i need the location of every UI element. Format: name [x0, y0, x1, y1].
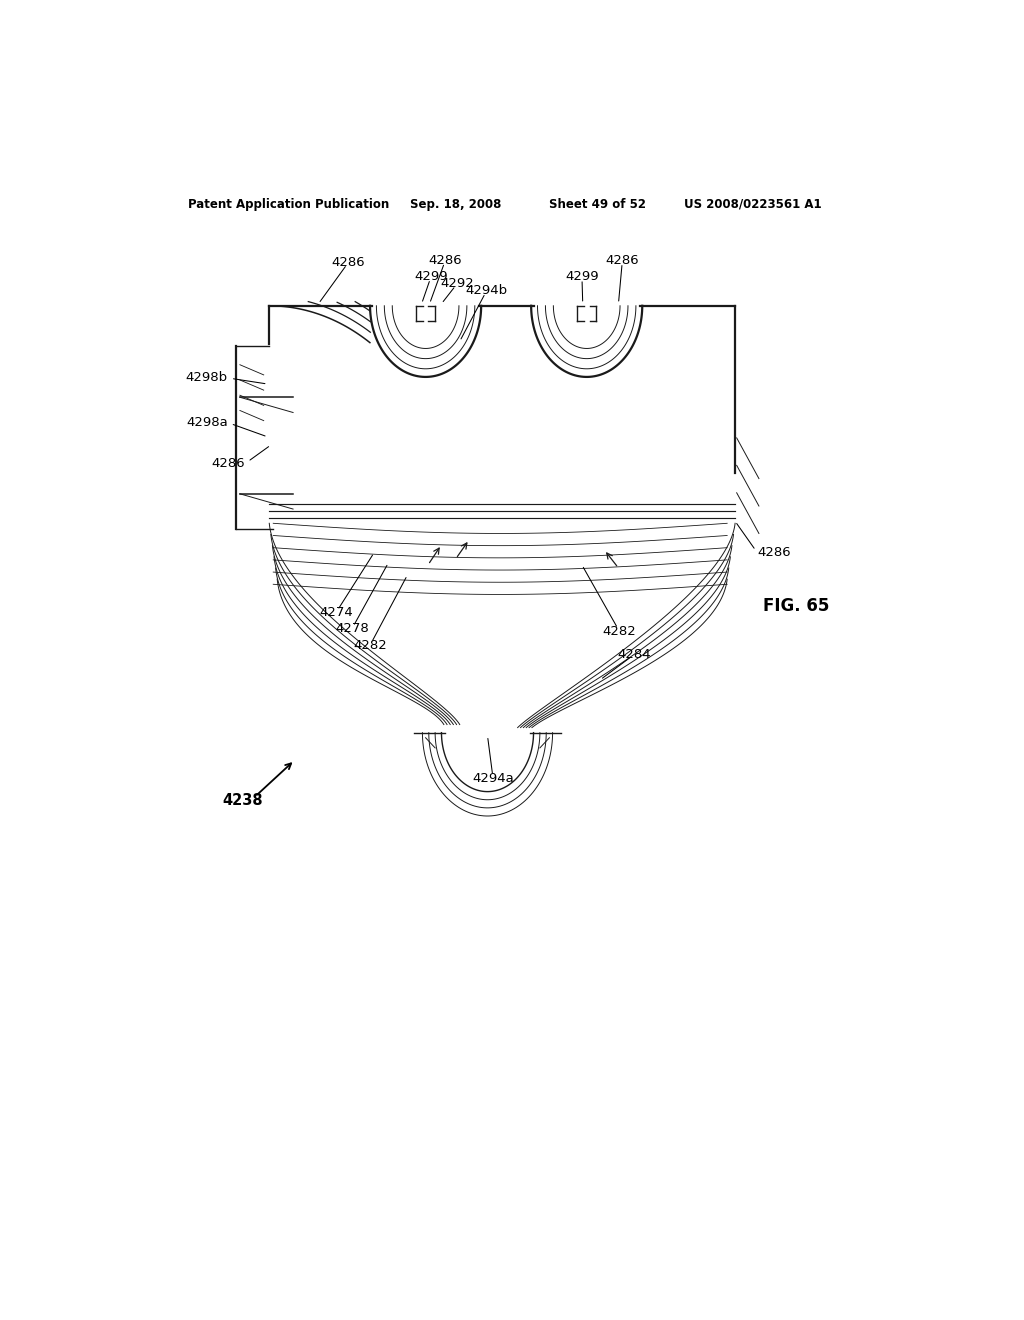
Text: Patent Application Publication: Patent Application Publication — [187, 198, 389, 211]
Text: 4298a: 4298a — [186, 416, 228, 429]
Text: 4292: 4292 — [440, 277, 474, 290]
Text: 4286: 4286 — [605, 253, 639, 267]
Text: US 2008/0223561 A1: US 2008/0223561 A1 — [684, 198, 821, 211]
Text: 4282: 4282 — [602, 624, 636, 638]
Text: Sheet 49 of 52: Sheet 49 of 52 — [549, 198, 645, 211]
Text: 4286: 4286 — [429, 253, 462, 267]
Text: FIG. 65: FIG. 65 — [763, 597, 829, 615]
Text: 4284: 4284 — [617, 648, 651, 661]
Text: 4238: 4238 — [223, 793, 263, 808]
Text: Sep. 18, 2008: Sep. 18, 2008 — [410, 198, 501, 211]
Text: 4278: 4278 — [335, 623, 369, 635]
Text: 4299: 4299 — [565, 269, 599, 282]
Text: 4294a: 4294a — [472, 772, 514, 785]
Text: 4286: 4286 — [332, 256, 366, 268]
Text: 4274: 4274 — [319, 606, 353, 619]
Text: 4294b: 4294b — [466, 284, 508, 297]
Text: 4298b: 4298b — [186, 371, 228, 384]
Text: 4299: 4299 — [415, 269, 447, 282]
Text: 4286: 4286 — [758, 546, 791, 560]
Text: 4286: 4286 — [212, 457, 246, 470]
Text: 4282: 4282 — [353, 639, 387, 652]
